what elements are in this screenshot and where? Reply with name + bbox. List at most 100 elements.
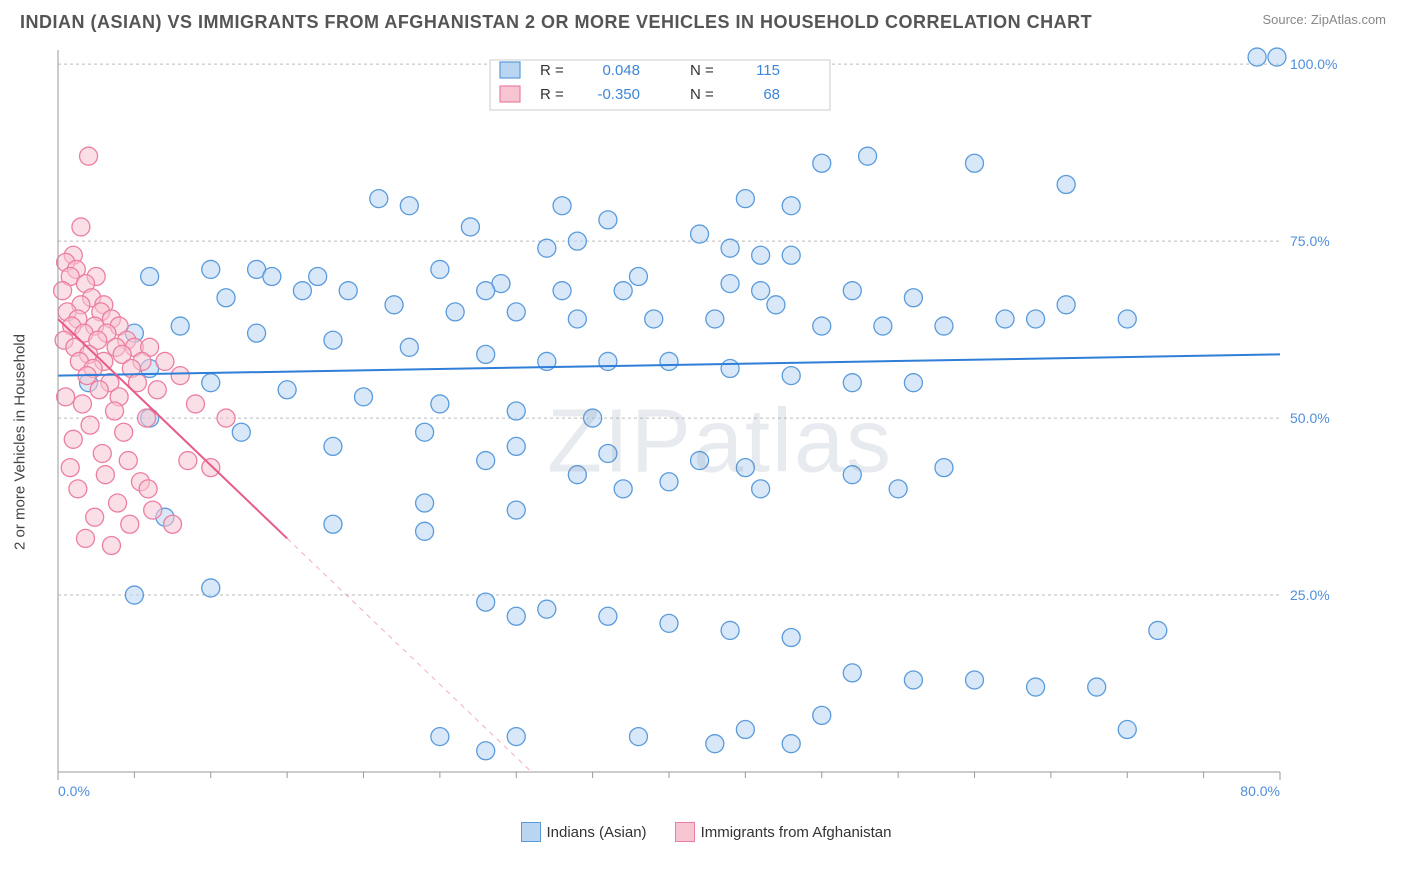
data-point xyxy=(1149,621,1167,639)
data-point xyxy=(171,317,189,335)
data-point xyxy=(1248,48,1266,66)
data-point xyxy=(706,735,724,753)
data-point xyxy=(1057,175,1075,193)
data-point xyxy=(1027,310,1045,328)
data-point xyxy=(324,515,342,533)
data-point xyxy=(507,402,525,420)
data-point xyxy=(477,593,495,611)
data-point xyxy=(507,437,525,455)
legend-label: Immigrants from Afghanistan xyxy=(701,824,892,841)
data-point xyxy=(324,331,342,349)
data-point xyxy=(874,317,892,335)
data-point xyxy=(72,218,90,236)
data-point xyxy=(782,629,800,647)
data-point xyxy=(477,282,495,300)
data-point xyxy=(217,409,235,427)
data-point xyxy=(614,480,632,498)
data-point xyxy=(736,459,754,477)
data-point xyxy=(721,275,739,293)
data-point xyxy=(148,381,166,399)
data-point xyxy=(121,515,139,533)
data-point xyxy=(843,374,861,392)
data-point xyxy=(202,260,220,278)
data-point xyxy=(904,289,922,307)
data-point xyxy=(69,480,87,498)
scatter-plot: 25.0%50.0%75.0%100.0%0.0%80.0%R =0.048N … xyxy=(50,42,1350,812)
legend-r-label: R = xyxy=(540,62,564,79)
data-point xyxy=(477,452,495,470)
data-point xyxy=(660,352,678,370)
data-point xyxy=(966,671,984,689)
data-point xyxy=(73,395,91,413)
data-point xyxy=(119,452,137,470)
data-point xyxy=(106,402,124,420)
legend-r-value: 0.048 xyxy=(602,62,640,79)
data-point xyxy=(355,388,373,406)
data-point xyxy=(691,225,709,243)
legend-swatch xyxy=(521,822,541,842)
data-point xyxy=(736,721,754,739)
data-point xyxy=(385,296,403,314)
data-point xyxy=(278,381,296,399)
data-point xyxy=(813,706,831,724)
data-point xyxy=(156,352,174,370)
data-point xyxy=(935,459,953,477)
data-point xyxy=(614,282,632,300)
chart-source: Source: ZipAtlas.com xyxy=(1262,12,1386,27)
data-point xyxy=(217,289,235,307)
data-point xyxy=(309,268,327,286)
data-point xyxy=(477,742,495,760)
x-tick-label: 0.0% xyxy=(58,783,90,799)
data-point xyxy=(782,197,800,215)
legend-r-value: -0.350 xyxy=(597,86,640,103)
data-point xyxy=(339,282,357,300)
data-point xyxy=(416,522,434,540)
data-point xyxy=(629,728,647,746)
data-point xyxy=(507,303,525,321)
data-point xyxy=(1088,678,1106,696)
data-point xyxy=(431,395,449,413)
data-point xyxy=(138,409,156,427)
data-point xyxy=(813,154,831,172)
y-tick-label: 100.0% xyxy=(1290,56,1337,72)
data-point xyxy=(139,480,157,498)
chart-header: INDIAN (ASIAN) VS IMMIGRANTS FROM AFGHAN… xyxy=(0,0,1406,39)
data-point xyxy=(164,515,182,533)
legend-swatch xyxy=(500,86,520,102)
data-point xyxy=(125,586,143,604)
data-point xyxy=(568,466,586,484)
y-tick-label: 50.0% xyxy=(1290,410,1330,426)
data-point xyxy=(553,282,571,300)
data-point xyxy=(81,416,99,434)
data-point xyxy=(813,317,831,335)
data-point xyxy=(1057,296,1075,314)
data-point xyxy=(584,409,602,427)
y-tick-label: 25.0% xyxy=(1290,587,1330,603)
data-point xyxy=(1027,678,1045,696)
data-point xyxy=(599,352,617,370)
data-point xyxy=(538,239,556,257)
data-point xyxy=(859,147,877,165)
legend-swatch xyxy=(675,822,695,842)
data-point xyxy=(102,536,120,554)
data-point xyxy=(76,529,94,547)
legend-bottom: Indians (Asian)Immigrants from Afghanist… xyxy=(50,822,1390,842)
data-point xyxy=(752,480,770,498)
data-point xyxy=(721,621,739,639)
data-point xyxy=(109,494,127,512)
data-point xyxy=(186,395,204,413)
data-point xyxy=(568,232,586,250)
data-point xyxy=(293,282,311,300)
data-point xyxy=(721,239,739,257)
data-point xyxy=(935,317,953,335)
data-point xyxy=(416,423,434,441)
data-point xyxy=(843,664,861,682)
legend-n-label: N = xyxy=(690,62,714,79)
data-point xyxy=(599,607,617,625)
data-point xyxy=(782,367,800,385)
data-point xyxy=(599,444,617,462)
data-point xyxy=(1118,721,1136,739)
chart-area: 2 or more Vehicles in Household 25.0%50.… xyxy=(50,42,1390,842)
data-point xyxy=(202,374,220,392)
data-point xyxy=(660,614,678,632)
